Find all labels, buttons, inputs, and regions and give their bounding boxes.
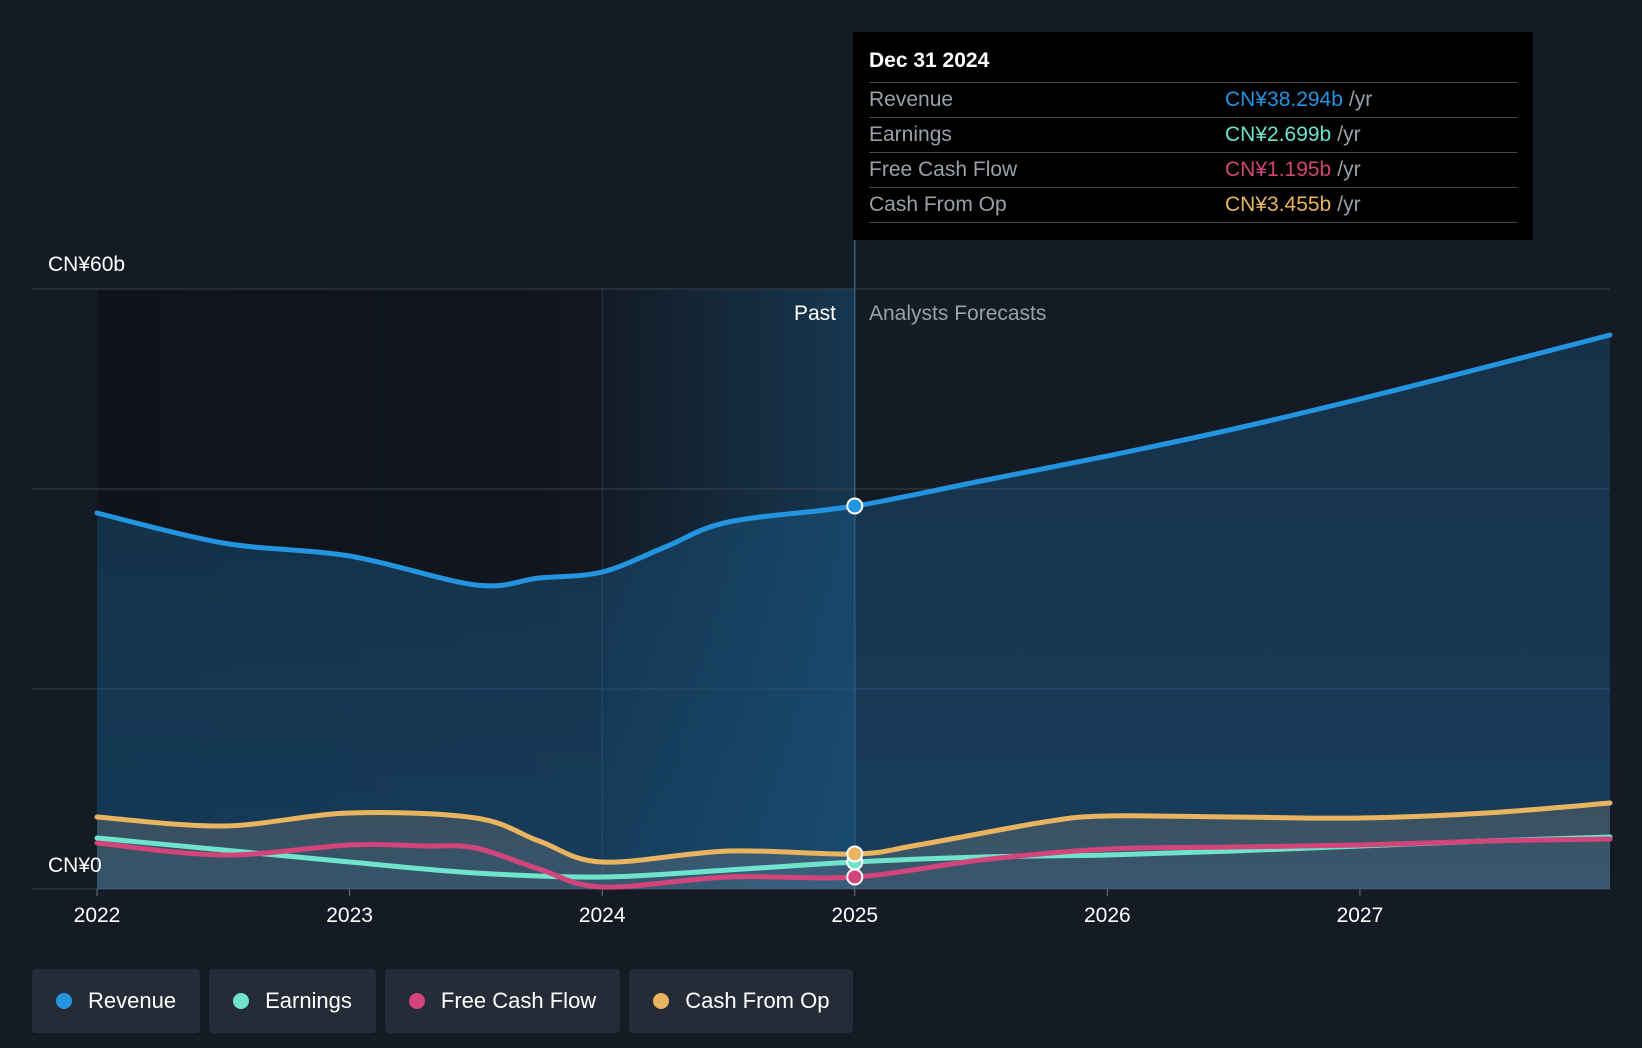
tooltip-label: Cash From Op <box>869 193 1007 216</box>
tooltip-label: Earnings <box>869 123 952 146</box>
x-tick-label: 2026 <box>1084 904 1131 927</box>
cash-from-op-area <box>97 803 1610 889</box>
tooltip-value: CN¥1.195b/yr <box>1225 153 1361 187</box>
legend-dot-icon <box>653 993 670 1009</box>
tooltip-value-text: CN¥3.455b <box>1225 193 1332 216</box>
tooltip-label: Free Cash Flow <box>869 158 1018 181</box>
tooltip-unit: /yr <box>1337 193 1361 216</box>
legend-label: Earnings <box>265 988 352 1013</box>
tooltip-label: Revenue <box>869 88 954 111</box>
tooltip-row-earnings: Earnings CN¥2.699b/yr <box>869 117 1517 152</box>
tooltip-value: CN¥3.455b/yr <box>1225 188 1361 222</box>
legend-item-free-cash-flow[interactable]: Free Cash Flow <box>384 969 621 1033</box>
free-cash-flow-line <box>94 836 1613 890</box>
tooltip-value-text: CN¥38.294b <box>1225 88 1343 111</box>
x-tick-label: 2027 <box>1337 904 1384 927</box>
tooltip-unit: /yr <box>1348 88 1373 111</box>
x-tick-label: 2023 <box>326 904 373 927</box>
legend-label: Revenue <box>88 988 177 1013</box>
x-tick-label: 2024 <box>579 904 626 927</box>
tooltip-row-free-cash-flow: Free Cash Flow CN¥1.195b/yr <box>869 152 1517 187</box>
legend: Revenue Earnings Free Cash Flow Cash Fro… <box>32 969 854 1033</box>
legend-item-cash-from-op[interactable]: Cash From Op <box>629 969 854 1033</box>
revenue-area <box>97 335 1610 889</box>
legend-item-earnings[interactable]: Earnings <box>209 969 376 1033</box>
tooltip-unit: /yr <box>1337 123 1361 146</box>
legend-label: Free Cash Flow <box>440 988 597 1013</box>
tooltip-date: Dec 31 2024 <box>869 49 990 72</box>
legend-item-revenue[interactable]: Revenue <box>32 969 201 1033</box>
cash-from-op-marker <box>846 845 864 863</box>
legend-label: Cash From Op <box>685 988 830 1013</box>
legend-dot-icon <box>408 993 425 1009</box>
free-cash-flow-marker <box>846 868 864 886</box>
x-tick-label: 2025 <box>831 904 878 927</box>
tooltip-value-text: CN¥2.699b <box>1225 123 1332 146</box>
tooltip-unit: /yr <box>1337 158 1361 181</box>
past-label: Past <box>794 302 836 325</box>
y-axis-bottom-label: CN¥0 <box>48 854 102 877</box>
revenue-marker <box>846 497 864 515</box>
forecast-label: Analysts Forecasts <box>869 302 1046 325</box>
revenue-line <box>94 332 1613 589</box>
tooltip-value: CN¥2.699b/yr <box>1225 118 1361 152</box>
legend-dot-icon <box>56 993 72 1009</box>
tooltip-row-cash-from-op: Cash From Op CN¥3.455b/yr <box>869 187 1517 223</box>
tooltip-row-revenue: Revenue CN¥38.294b/yr <box>869 82 1517 117</box>
y-axis-top-label: CN¥60b <box>48 253 125 276</box>
tooltip: Dec 31 2024 Revenue CN¥38.294b/yr Earnin… <box>853 32 1533 240</box>
x-tick-label: 2022 <box>74 904 121 927</box>
legend-dot-icon <box>233 993 250 1009</box>
tooltip-value-text: CN¥1.195b <box>1225 158 1332 181</box>
tooltip-value: CN¥38.294b/yr <box>1225 83 1372 117</box>
